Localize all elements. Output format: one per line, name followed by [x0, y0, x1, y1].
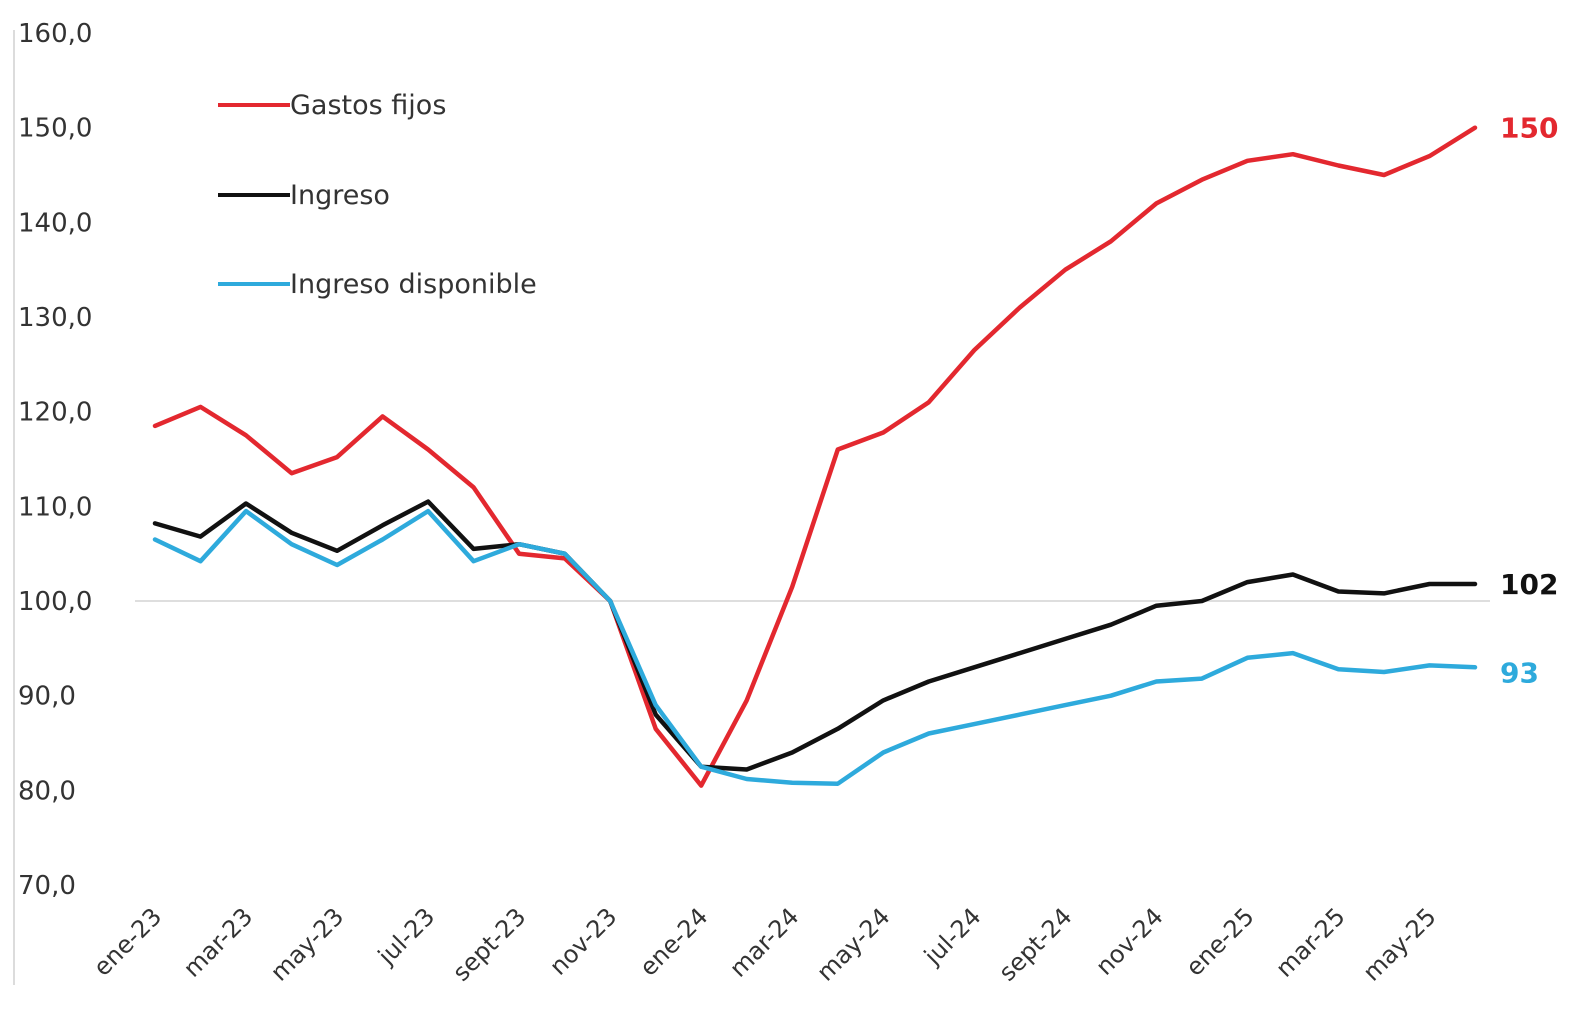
- legend-label-ingreso: Ingreso: [290, 180, 390, 211]
- y-tick-label: 100,0: [18, 587, 92, 617]
- x-tick-label: sept-23: [447, 902, 531, 986]
- series-line-ingreso: [152, 499, 1478, 772]
- x-tick-label: may-23: [265, 902, 349, 986]
- x-tick-label: ene-25: [1180, 902, 1259, 981]
- x-tick-label: may-24: [811, 902, 895, 986]
- x-tick-label: jul-23: [372, 902, 440, 970]
- x-tick-label: nov-24: [1090, 902, 1168, 980]
- y-tick-labels: 70,0 80,0 90,0 100,0 110,0 120,0 130,0 140,0 150…: [18, 19, 92, 901]
- y-tick-label: 110,0: [18, 492, 92, 522]
- y-tick-label: 160,0: [18, 19, 92, 49]
- legend-label-ingreso-disponible: Ingreso disponible: [290, 269, 537, 300]
- legend-item-gastos-fijos: Gastos fijos: [218, 90, 446, 121]
- y-tick-label: 130,0: [18, 303, 92, 333]
- legend-label-gastos-fijos: Gastos fijos: [290, 90, 446, 121]
- y-tick-label: 90,0: [18, 682, 76, 712]
- x-tick-label: may-25: [1358, 902, 1442, 986]
- x-tick-label: mar-23: [178, 902, 258, 982]
- legend-item-ingreso-disponible: Ingreso disponible: [218, 269, 537, 300]
- series-lines: [152, 125, 1478, 788]
- y-tick-label: 140,0: [18, 208, 92, 238]
- legend-item-ingreso: Ingreso: [218, 180, 390, 211]
- x-tick-label: ene-24: [634, 902, 713, 981]
- legend: Gastos fijos Ingreso Ingreso disponible: [218, 90, 537, 300]
- y-tick-label: 80,0: [18, 776, 76, 806]
- series-line-ingreso-disponible: [152, 508, 1478, 786]
- series-end-labels: 150 102 93: [1500, 112, 1558, 690]
- y-tick-label: 70,0: [18, 871, 76, 901]
- x-tick-label: mar-24: [724, 902, 804, 982]
- x-tick-label: ene-23: [88, 902, 167, 981]
- x-tick-label: nov-23: [544, 902, 622, 980]
- x-tick-label: sept-24: [993, 902, 1077, 986]
- end-label-ingreso: 102: [1500, 568, 1558, 601]
- x-tick-labels: ene-23 mar-23 may-23 jul-23 sept-23 nov-23 ene…: [88, 902, 1442, 986]
- series-line-gastos-fijos: [152, 125, 1478, 788]
- end-label-ingreso-disponible: 93: [1500, 656, 1539, 689]
- y-tick-label: 120,0: [18, 398, 92, 428]
- x-tick-label: mar-25: [1270, 902, 1350, 982]
- y-tick-label: 150,0: [18, 114, 92, 144]
- end-label-gastos-fijos: 150: [1500, 112, 1558, 145]
- x-tick-label: jul-24: [918, 902, 986, 970]
